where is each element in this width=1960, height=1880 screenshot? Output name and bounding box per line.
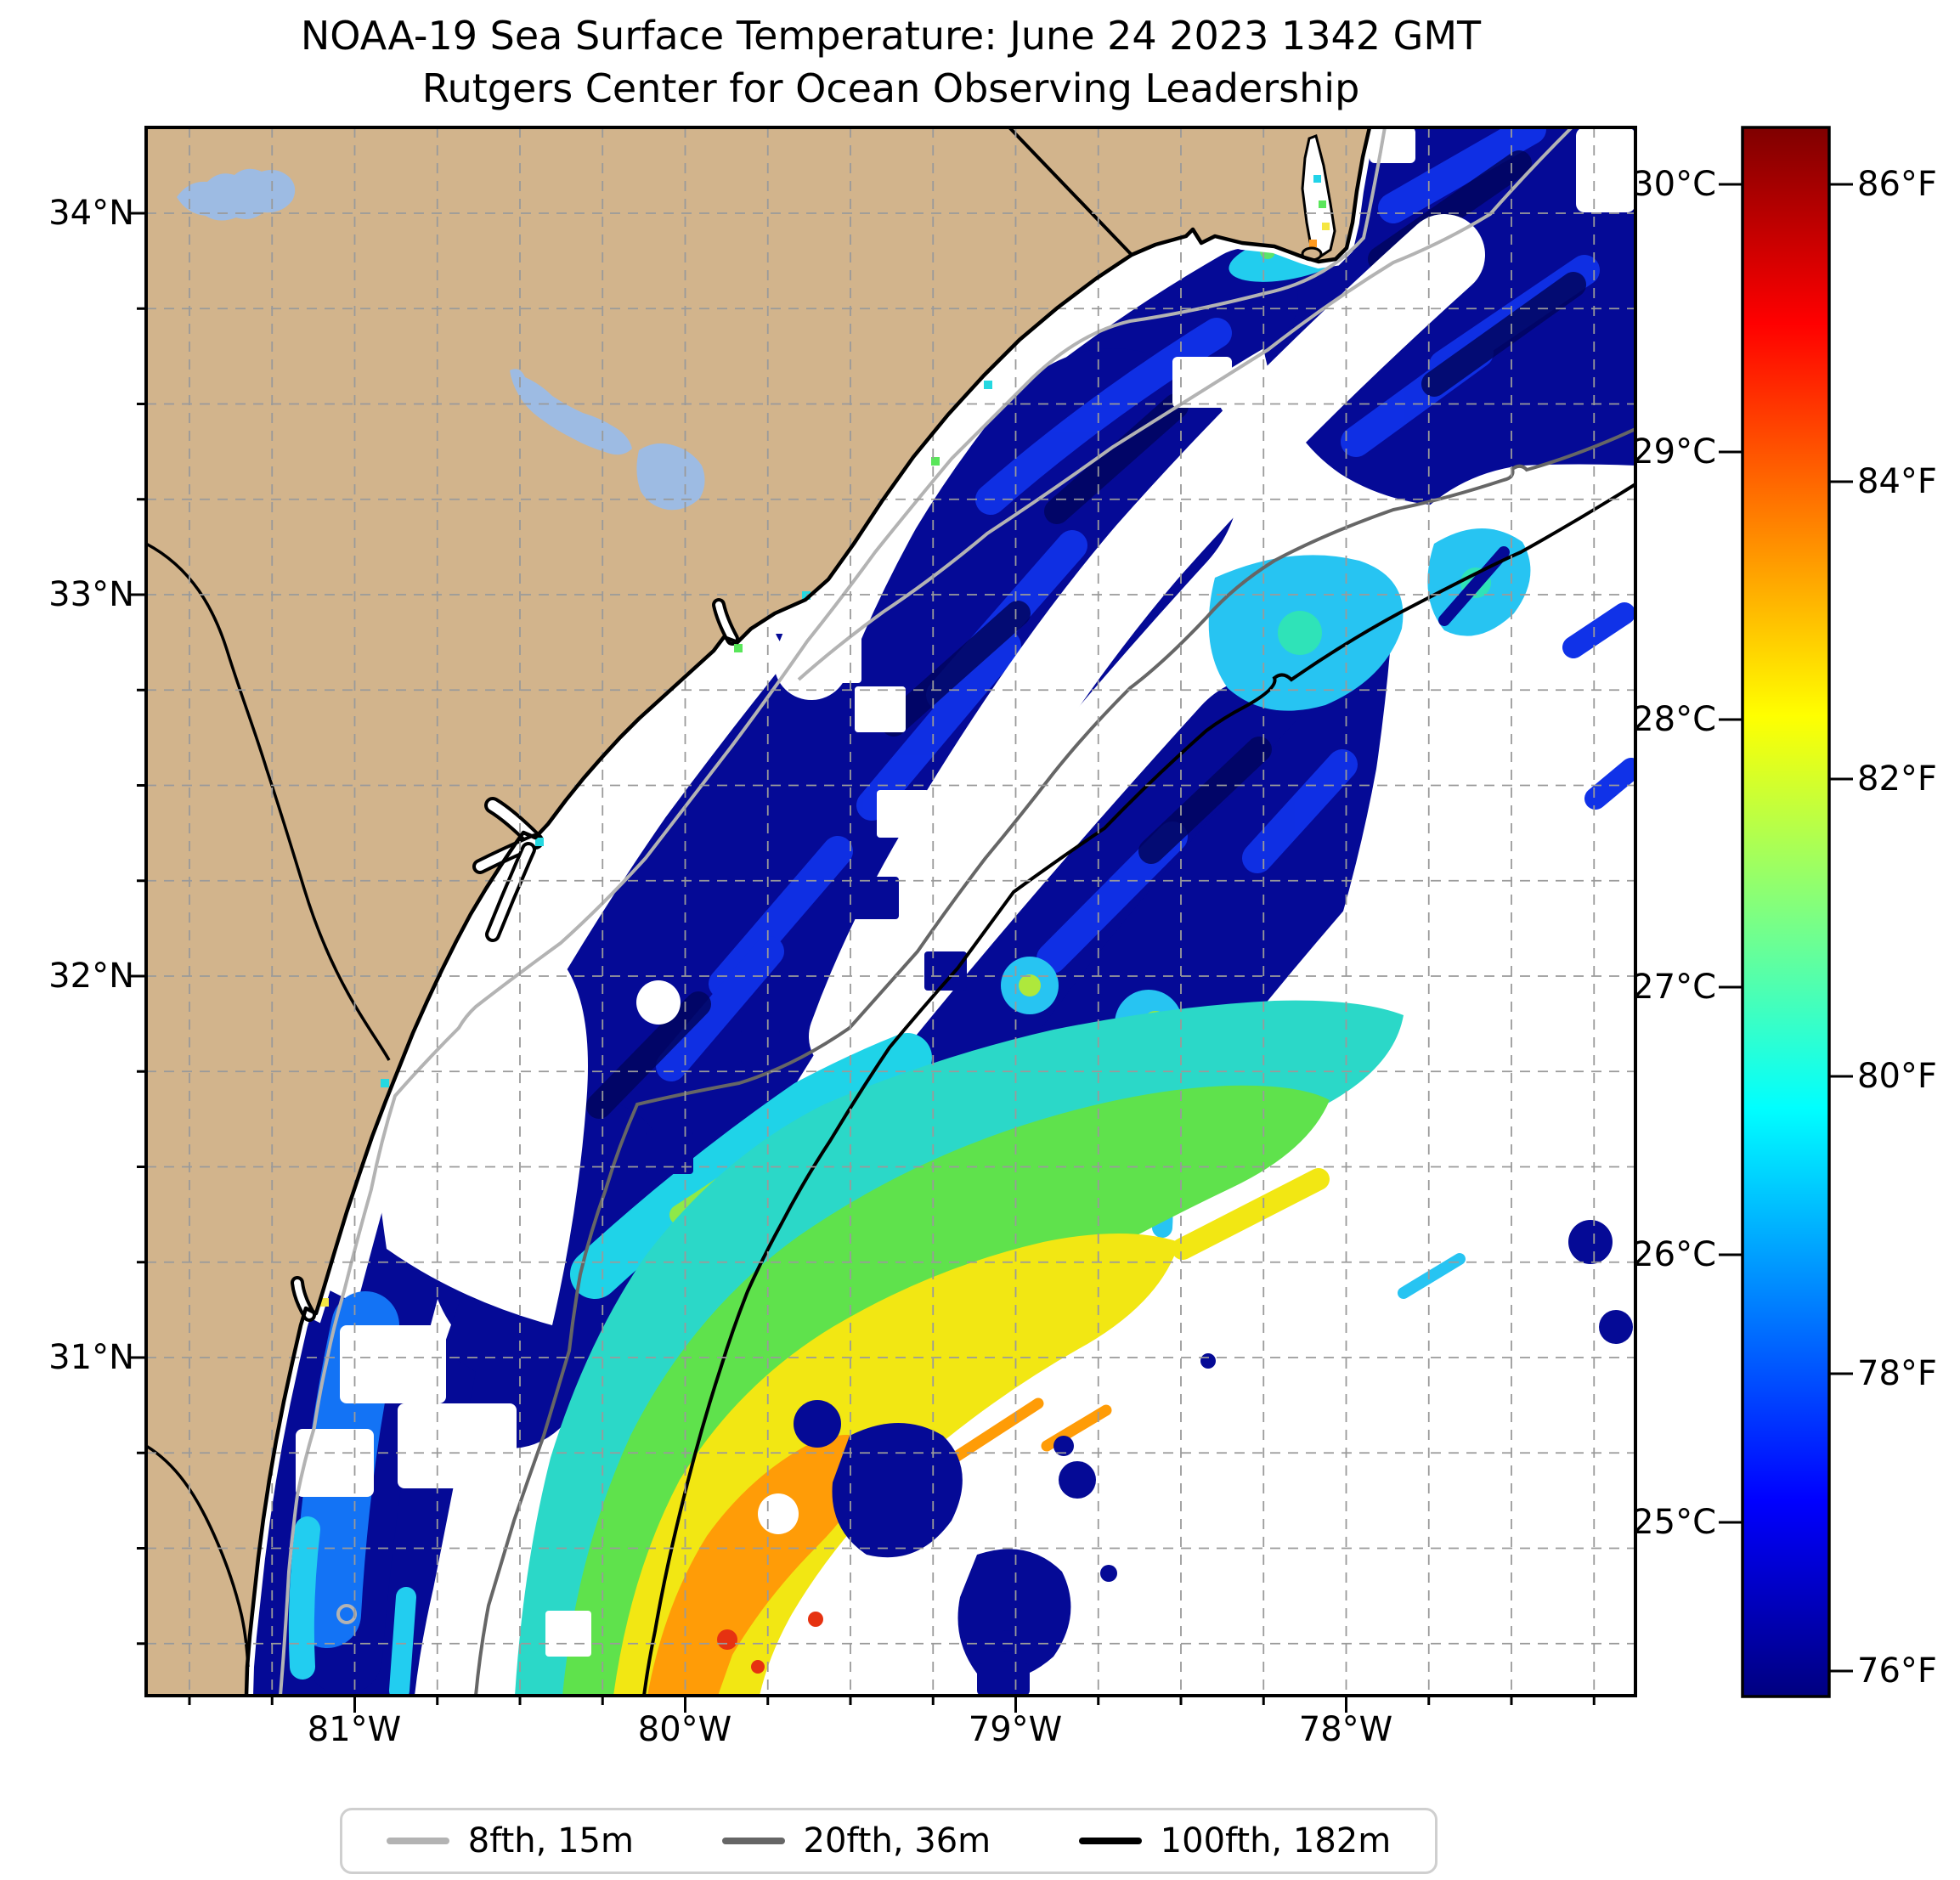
y-axis-tick-label: 33°N (48, 575, 134, 614)
x-axis-ticks (188, 1696, 1596, 1713)
x-axis-tick-label: 80°W (637, 1710, 732, 1749)
x-axis-tick-label: 79°W (968, 1710, 1063, 1749)
y-axis-tick-label: 31°N (48, 1338, 134, 1377)
page-title: NOAA-19 Sea Surface Temperature: June 24… (300, 13, 1482, 59)
land-polygon (146, 127, 1370, 1696)
colorbar-fahrenheit-label: 84°F (1857, 462, 1937, 501)
river-santee (146, 542, 391, 1061)
contour-8-fathom (279, 127, 1387, 1696)
y-axis-ticks (129, 212, 146, 1646)
map-frame (144, 126, 1637, 1697)
colorbar-fahrenheit-label: 78°F (1857, 1354, 1937, 1393)
lake-murray (177, 168, 296, 221)
coastline (244, 127, 1372, 1696)
legend-item-8fth: 8fth, 15m (386, 1821, 634, 1860)
winyah-bay (1301, 134, 1336, 262)
colorbar-celsius-label: 26°C (1632, 1235, 1716, 1274)
colorbar-fahrenheit-label: 82°F (1857, 759, 1937, 799)
legend-label: 8fth, 15m (467, 1821, 634, 1860)
colorbar-celsius-label: 28°C (1632, 700, 1716, 739)
page-subtitle: Rutgers Center for Ocean Observing Leade… (421, 65, 1360, 111)
legend-item-100fth: 100fth, 182m (1078, 1821, 1392, 1860)
y-axis-tick-label: 32°N (48, 957, 134, 996)
lake-moultrie (636, 443, 705, 511)
y-axis-tick-label: 34°N (48, 194, 134, 233)
river-savannah (146, 1444, 250, 1668)
colorbar (1719, 126, 1853, 1698)
warm-accents (515, 231, 1635, 1696)
colorbar-ticks (1719, 183, 1853, 1673)
colorbar-fahrenheit-label: 80°F (1857, 1057, 1937, 1096)
gridlines (146, 127, 1635, 1696)
x-axis-tick-label: 78°W (1298, 1710, 1393, 1749)
contour-line-swatch-100fth (1078, 1838, 1142, 1844)
contour-20-fathom (474, 427, 1635, 1696)
colorbar-celsius-label: 27°C (1632, 968, 1716, 1007)
legend-item-20fth: 20fth, 36m (721, 1821, 991, 1860)
contour-100-fathom (642, 483, 1635, 1696)
lake-marion (510, 369, 632, 455)
colorbar-gradient (1741, 126, 1831, 1698)
legend-label: 20fth, 36m (803, 1821, 991, 1860)
colorbar-fahrenheit-label: 86°F (1857, 165, 1937, 204)
contour-line-swatch-8fth (386, 1838, 449, 1844)
legend: 8fth, 15m 20fth, 36m 100fth, 182m (340, 1808, 1438, 1874)
legend-label: 100fth, 182m (1160, 1821, 1392, 1860)
colorbar-celsius-label: 30°C (1632, 165, 1716, 204)
contour-line-swatch-20fth (721, 1838, 785, 1844)
colorbar-celsius-label: 25°C (1632, 1503, 1716, 1542)
coastline-boundary-diagonal (1008, 127, 1133, 257)
x-axis-tick-label: 81°W (307, 1710, 402, 1749)
sst-warm-core (717, 1612, 823, 1674)
coastal-specks (320, 381, 992, 1307)
colorbar-fahrenheit-label: 76°F (1857, 1651, 1937, 1691)
contour-8-fathom-offshore (797, 127, 1573, 681)
colorbar-celsius-label: 29°C (1632, 432, 1716, 471)
